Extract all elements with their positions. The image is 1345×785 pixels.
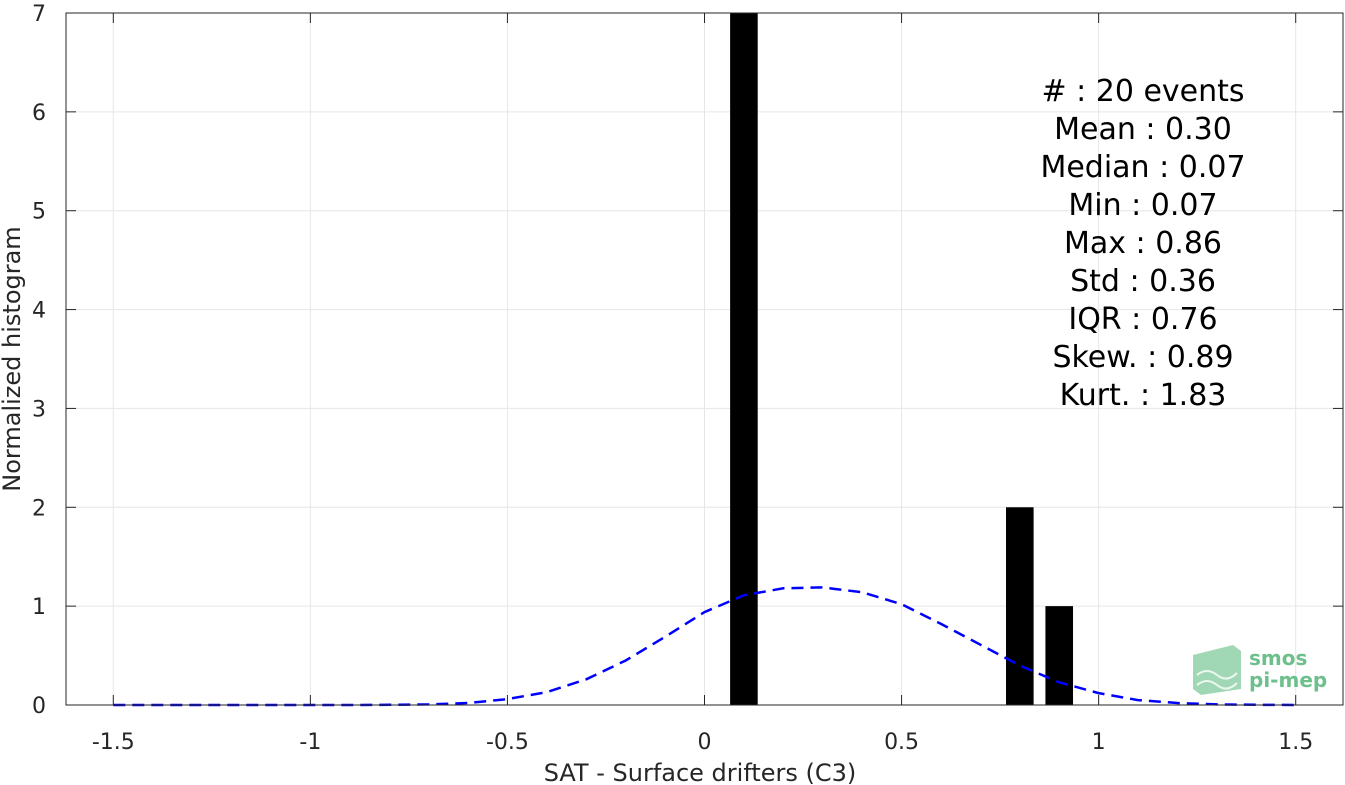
stats-line: Mean : 0.30 [1054,112,1232,147]
y-tick-label: 7 [32,2,46,27]
y-tick-label: 4 [32,299,46,324]
y-tick-label: 5 [32,200,46,225]
x-axis-title: SAT - Surface drifters (C3) [544,759,857,785]
smos-pi-mep-logo: smos pi-mep [1193,645,1327,695]
stats-line: Max : 0.86 [1064,226,1222,261]
x-tick-label: 0 [698,730,712,755]
x-axis-ticks: -1.5 -1 -0.5 0 0.5 1 1.5 [92,13,1313,755]
histogram-bar [730,13,758,705]
y-tick-label: 6 [32,101,46,126]
histogram-bar [1045,606,1074,705]
y-axis-ticks: 0 1 2 3 4 5 6 7 [32,2,1343,719]
y-tick-label: 3 [32,397,46,422]
x-tick-label: 1.5 [1278,730,1313,755]
y-tick-label: 2 [32,496,46,521]
logo-line2: pi-mep [1249,668,1327,692]
logo-wave-icon [1193,645,1241,695]
stats-line: Skew. : 0.89 [1052,340,1233,375]
y-tick-label: 0 [32,694,46,719]
stats-line: Median : 0.07 [1040,150,1245,185]
histogram-bars [730,13,1074,705]
histogram-bar [1006,507,1034,705]
x-tick-label: -1 [299,730,321,755]
y-tick-label: 1 [32,595,46,620]
stats-line: Std : 0.36 [1070,264,1216,299]
x-tick-label: 1 [1092,730,1106,755]
y-axis-title: Normalized histogram [0,226,26,491]
stats-line: IQR : 0.76 [1068,302,1217,337]
x-tick-label: -0.5 [486,730,529,755]
x-tick-label: 0.5 [884,730,919,755]
x-tick-label: -1.5 [92,730,135,755]
stats-line: Min : 0.07 [1068,188,1217,223]
logo-line1: smos [1249,646,1307,670]
stats-line: Kurt. : 1.83 [1060,378,1227,413]
stats-line: # : 20 events [1041,74,1244,109]
